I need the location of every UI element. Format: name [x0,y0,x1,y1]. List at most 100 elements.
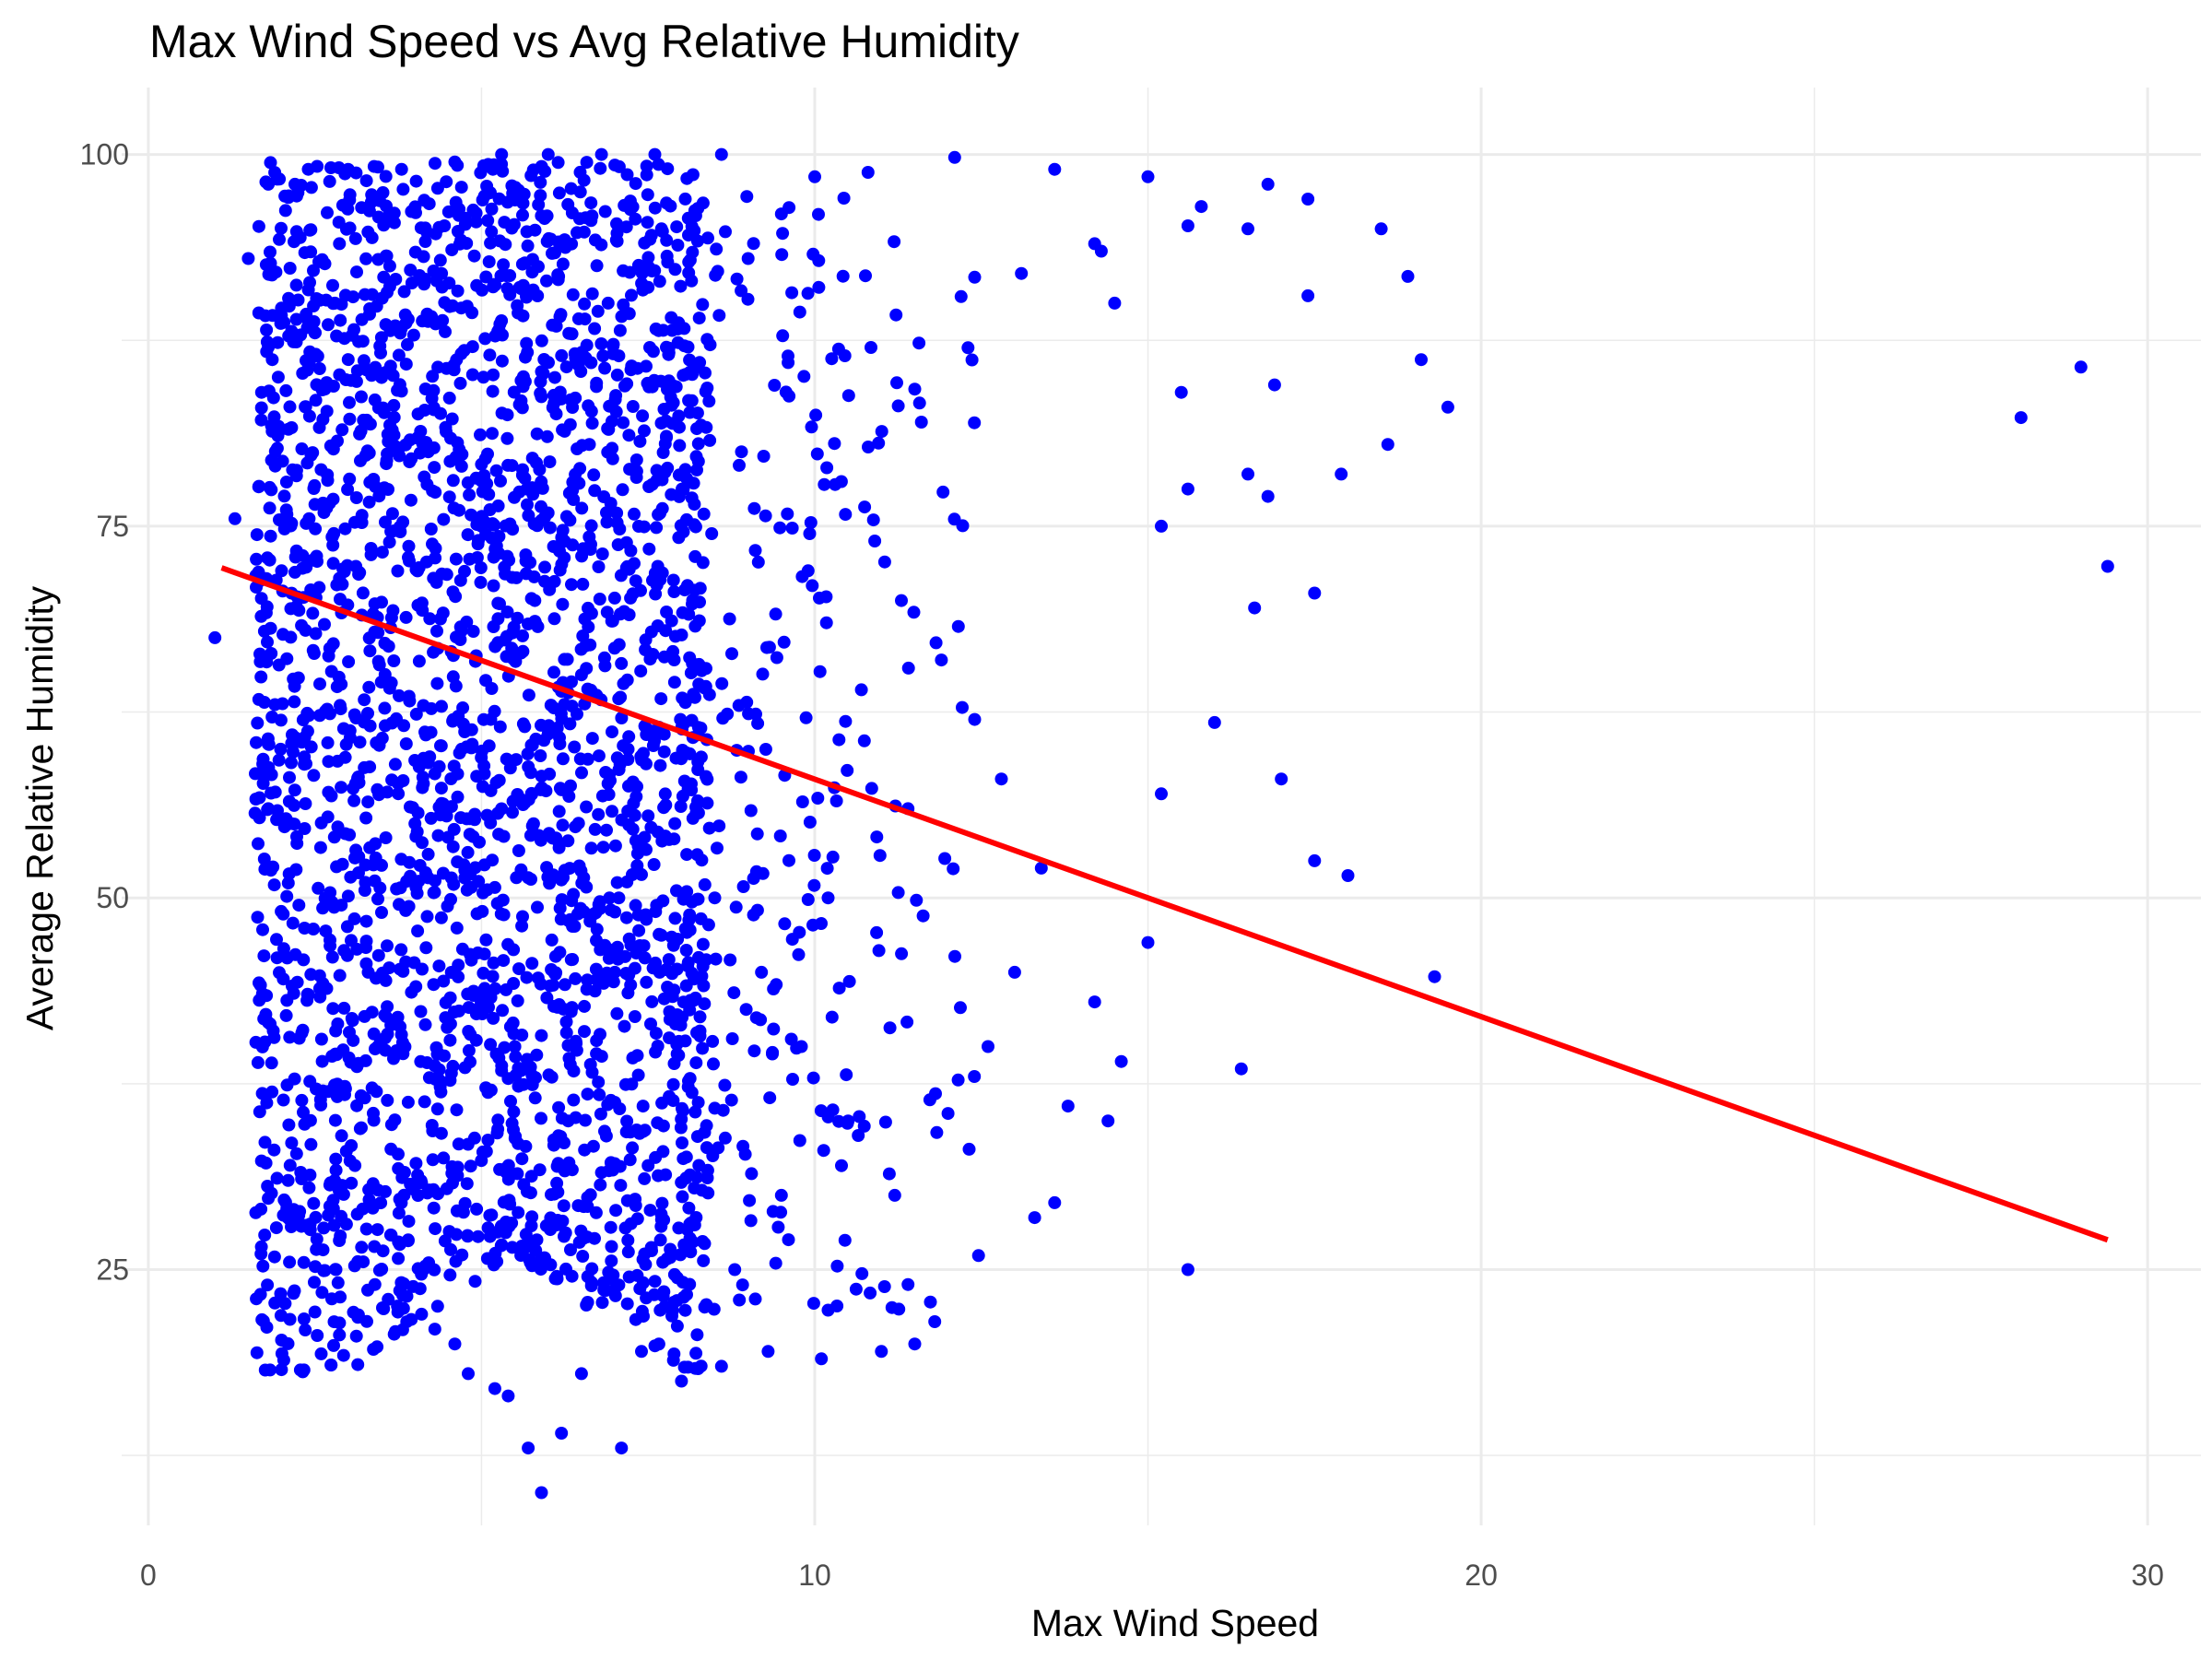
data-point [691,721,705,735]
data-point [865,782,878,795]
data-point [782,1233,795,1247]
data-point [311,159,324,173]
data-point [429,1041,443,1054]
data-point [679,1150,693,1164]
data-point [446,585,460,599]
data-point [1015,266,1029,280]
data-point [317,1221,331,1235]
data-point [334,702,347,716]
data-point [359,914,373,928]
data-point [451,159,465,172]
data-point [1114,1054,1128,1068]
data-point [674,800,688,813]
data-point [556,423,570,437]
data-point [275,221,288,235]
data-point [392,1206,406,1220]
trend-line-layer [220,565,2109,1243]
data-point [323,707,336,721]
data-point [465,368,479,382]
data-point [437,1151,451,1165]
data-point [640,1291,653,1305]
data-point [420,910,434,924]
data-point [685,274,699,288]
data-point [1241,467,1254,481]
data-point [930,1125,944,1139]
data-point [725,647,738,661]
data-point [381,1000,394,1014]
data-point [524,1219,538,1232]
data-point [338,288,352,302]
data-point [452,1137,465,1151]
data-point [399,955,413,969]
data-point [512,1079,525,1093]
data-point [333,1328,347,1342]
data-point [830,794,843,807]
data-point [693,1030,707,1042]
data-point [303,1075,317,1088]
data-point [493,720,507,734]
data-point [586,1139,600,1153]
data-point [583,1058,597,1071]
data-point [488,1382,501,1395]
data-point [559,1226,572,1240]
data-point [712,819,726,833]
data-point [417,777,430,791]
data-point [267,1143,281,1157]
data-point [285,1136,299,1150]
data-point [693,1010,707,1024]
data-point [314,1032,328,1046]
data-point [485,202,499,216]
data-point [852,1129,865,1142]
data-point [682,1201,696,1215]
data-point [378,216,392,229]
data-point [634,665,648,678]
data-point [384,524,398,538]
data-point [343,472,357,486]
data-point [268,785,282,799]
data-point [656,324,670,337]
data-point [565,1269,579,1283]
data-point [451,790,465,804]
data-point [525,265,539,279]
data-point [345,1012,359,1025]
data-point [593,1088,606,1101]
trend-line [220,565,2109,1243]
data-point [542,719,556,733]
data-point [371,401,385,415]
data-point [509,1050,523,1064]
data-point [208,630,222,644]
data-point [256,923,269,936]
data-point [476,1007,489,1020]
data-point [382,259,396,273]
data-point [516,629,529,642]
data-point [484,783,498,797]
data-point [604,903,618,917]
data-point [444,966,458,979]
data-point [359,1222,373,1236]
data-point [432,959,446,973]
data-point [392,787,406,801]
data-point [656,446,670,459]
data-point [495,1238,509,1252]
data-point [1061,1100,1075,1113]
data-point [307,264,320,277]
data-point [807,878,821,892]
data-point [506,523,520,536]
data-point [350,1207,364,1221]
data-point [677,995,690,1009]
data-point [701,231,714,245]
data-point [769,1256,782,1270]
data-point [606,725,618,739]
data-point [676,1101,688,1115]
data-point [878,1115,892,1129]
data-point [624,978,638,992]
data-point [660,196,674,210]
data-point [594,1107,607,1121]
data-point [388,758,402,771]
data-point [299,1324,312,1336]
data-point [635,266,649,280]
data-point [908,382,922,396]
data-point [334,1230,347,1242]
y-tick-label: 50 [96,881,129,914]
